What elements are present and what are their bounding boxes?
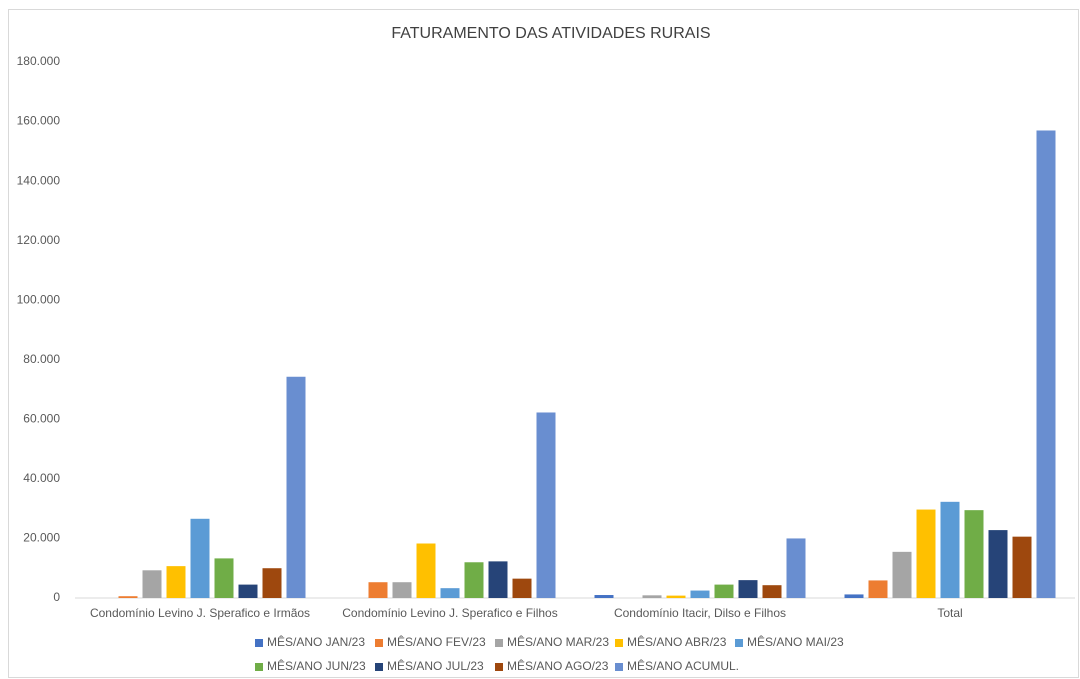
legend-swatch: [495, 663, 503, 671]
bar: [1036, 130, 1056, 598]
y-tick-label: 140.000: [17, 173, 61, 187]
bar: [714, 584, 734, 598]
bar: [512, 578, 532, 598]
bar: [844, 594, 864, 598]
x-tick-label: Condomínio Levino J. Sperafico e Filhos: [342, 606, 557, 620]
legend-swatch: [375, 639, 383, 647]
y-tick-label: 100.000: [17, 292, 61, 306]
bar: [868, 580, 888, 598]
x-tick-label: Condomínio Levino J. Sperafico e Irmãos: [90, 606, 310, 620]
bar: [892, 551, 912, 598]
bar: [1012, 536, 1032, 598]
bar: [238, 584, 258, 598]
bar: [738, 580, 758, 598]
y-tick-label: 0: [53, 590, 60, 604]
x-tick-label: Condomínio Itacir, Dilso e Filhos: [614, 606, 786, 620]
legend-label: MÊS/ANO JUN/23: [267, 658, 366, 673]
legend-label: MÊS/ANO MAR/23: [507, 634, 609, 649]
bar: [666, 595, 686, 598]
y-tick-label: 20.000: [23, 531, 60, 545]
bar: [142, 570, 162, 598]
chart-title: FATURAMENTO DAS ATIVIDADES RURAIS: [391, 25, 710, 42]
bar: [594, 595, 614, 598]
bar: [214, 558, 234, 598]
y-tick-label: 60.000: [23, 412, 60, 426]
legend-label: MÊS/ANO ACUMUL.: [627, 658, 739, 673]
legend-swatch: [495, 639, 503, 647]
y-tick-label: 160.000: [17, 114, 61, 128]
legend-swatch: [255, 639, 263, 647]
bar: [940, 501, 960, 598]
bar: [988, 530, 1008, 598]
legend-label: MÊS/ANO JUL/23: [387, 658, 484, 673]
bar: [416, 543, 436, 598]
legend-label: MÊS/ANO FEV/23: [387, 634, 486, 649]
y-tick-label: 40.000: [23, 471, 60, 485]
legend-label: MÊS/ANO JAN/23: [267, 634, 365, 649]
bar: [392, 582, 412, 598]
bar: [964, 510, 984, 598]
legend-label: MÊS/ANO MAI/23: [747, 634, 844, 649]
bar: [916, 509, 936, 598]
legend-label: MÊS/ANO AGO/23: [507, 658, 609, 673]
legend-swatch: [615, 639, 623, 647]
y-tick-label: 180.000: [17, 54, 61, 68]
bar: [762, 585, 782, 598]
bar: [690, 590, 710, 598]
y-tick-label: 120.000: [17, 233, 61, 247]
y-tick-label: 80.000: [23, 352, 60, 366]
bar: [440, 588, 460, 598]
legend-swatch: [255, 663, 263, 671]
legend-swatch: [615, 663, 623, 671]
legend-swatch: [735, 639, 743, 647]
bar: [464, 562, 484, 598]
bar: [488, 561, 508, 598]
bar: [118, 596, 138, 598]
bar: [786, 538, 806, 598]
legend-label: MÊS/ANO ABR/23: [627, 634, 727, 649]
bar: [368, 582, 388, 598]
bar: [166, 566, 186, 598]
bar: [642, 595, 662, 598]
bar: [536, 412, 556, 598]
bar: [262, 568, 282, 598]
bar: [190, 518, 210, 598]
x-tick-label: Total: [937, 606, 962, 620]
legend-swatch: [375, 663, 383, 671]
bar: [286, 376, 306, 598]
